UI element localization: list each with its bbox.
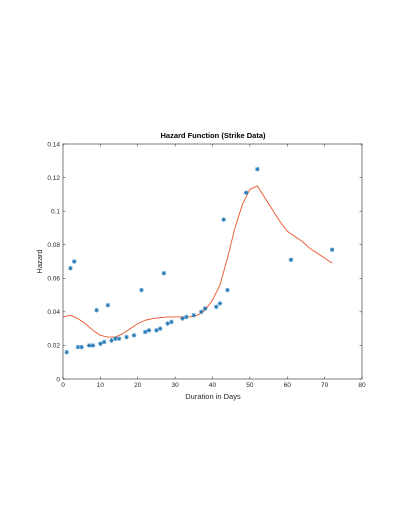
data-point — [86, 343, 92, 348]
y-tick-label: 0.12 — [47, 175, 60, 182]
data-point — [165, 321, 170, 326]
y-tick-label: 0.08 — [47, 242, 60, 249]
y-axis-label: Hazard — [35, 249, 44, 273]
data-point — [243, 190, 249, 195]
x-tick-label: 40 — [209, 382, 217, 389]
data-point — [71, 259, 77, 264]
data-point — [202, 306, 208, 311]
data-point — [142, 329, 148, 335]
x-tick-label: 20 — [134, 382, 142, 389]
x-tick-label: 70 — [321, 382, 329, 389]
y-tick-label: 0.02 — [47, 343, 60, 350]
data-point — [180, 316, 185, 321]
data-point — [255, 166, 260, 172]
data-point — [94, 307, 99, 313]
data-point — [146, 328, 152, 333]
data-point — [154, 328, 159, 333]
data-point — [161, 270, 167, 276]
data-point — [329, 247, 335, 253]
data-point — [139, 287, 144, 293]
x-tick-label: 10 — [97, 382, 105, 389]
x-tick-label: 60 — [284, 382, 292, 389]
data-point — [221, 217, 227, 222]
y-tick-label: 0.06 — [47, 276, 60, 283]
data-point — [131, 333, 137, 338]
x-tick-label: 0 — [61, 382, 65, 389]
data-point — [225, 287, 230, 293]
data-point — [79, 344, 84, 350]
data-point — [90, 343, 96, 348]
data-point — [116, 336, 122, 342]
y-tick-label: 0.1 — [51, 208, 60, 215]
data-point — [109, 338, 114, 343]
data-point — [213, 304, 219, 310]
data-point — [98, 341, 103, 347]
data-point — [157, 326, 163, 331]
data-point — [101, 339, 107, 345]
y-tick-label: 0.14 — [47, 141, 60, 148]
x-tick-label: 50 — [246, 382, 254, 389]
data-point — [75, 344, 81, 350]
data-point — [288, 257, 294, 263]
data-point — [64, 349, 70, 355]
y-tick-label: 0.04 — [47, 309, 60, 316]
x-tick-label: 80 — [358, 382, 366, 389]
data-point — [124, 334, 129, 340]
data-point — [68, 265, 73, 271]
plot-area: 0 10 20 30 40 50 60 70 80 0 0.02 0.04 0.06 0.08 0.1 0.1… — [47, 141, 366, 389]
data-point — [217, 301, 223, 306]
x-tick-label: 30 — [172, 382, 180, 389]
data-point — [169, 319, 174, 325]
data-point — [113, 336, 118, 342]
chart-title: Hazard Function (Strike Data) — [160, 131, 266, 140]
data-point — [184, 314, 189, 320]
y-tick-label: 0 — [56, 376, 60, 383]
data-point — [191, 312, 197, 318]
hazard-curve — [62, 185, 333, 338]
x-axis-label: Duration in Days — [185, 392, 241, 401]
data-point — [198, 309, 204, 315]
data-point — [105, 302, 111, 308]
